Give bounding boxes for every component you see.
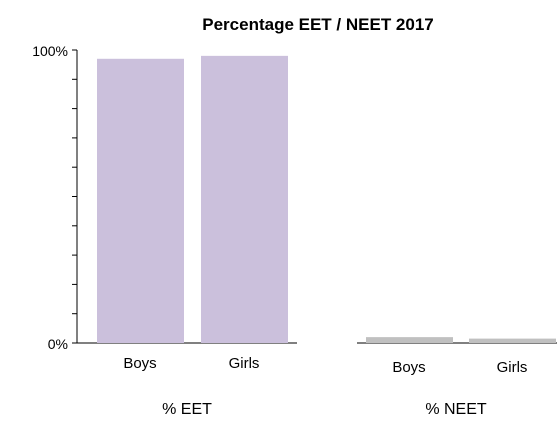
- y-tick-label-top: 100%: [32, 43, 68, 59]
- group-labels: % EET % NEET: [162, 401, 487, 418]
- group-label-neet: % NEET: [425, 401, 487, 418]
- chart-title: Percentage EET / NEET 2017: [202, 15, 434, 34]
- bar-neet-girls: [469, 338, 556, 343]
- category-label-neet-boys: Boys: [392, 359, 425, 376]
- category-label-eet-girls: Girls: [229, 355, 260, 372]
- group-label-eet: % EET: [162, 401, 212, 418]
- bar-eet-boys: [97, 58, 184, 343]
- bar-eet-girls: [201, 55, 288, 344]
- category-label-neet-girls: Girls: [497, 359, 528, 376]
- y-tick-label-bottom: 0%: [48, 336, 68, 352]
- category-labels: Boys Girls Boys Girls: [123, 355, 527, 376]
- y-axis-ticks: [72, 49, 77, 344]
- bars: [97, 55, 556, 344]
- category-label-eet-boys: Boys: [123, 355, 156, 372]
- bar-neet-boys: [366, 337, 453, 343]
